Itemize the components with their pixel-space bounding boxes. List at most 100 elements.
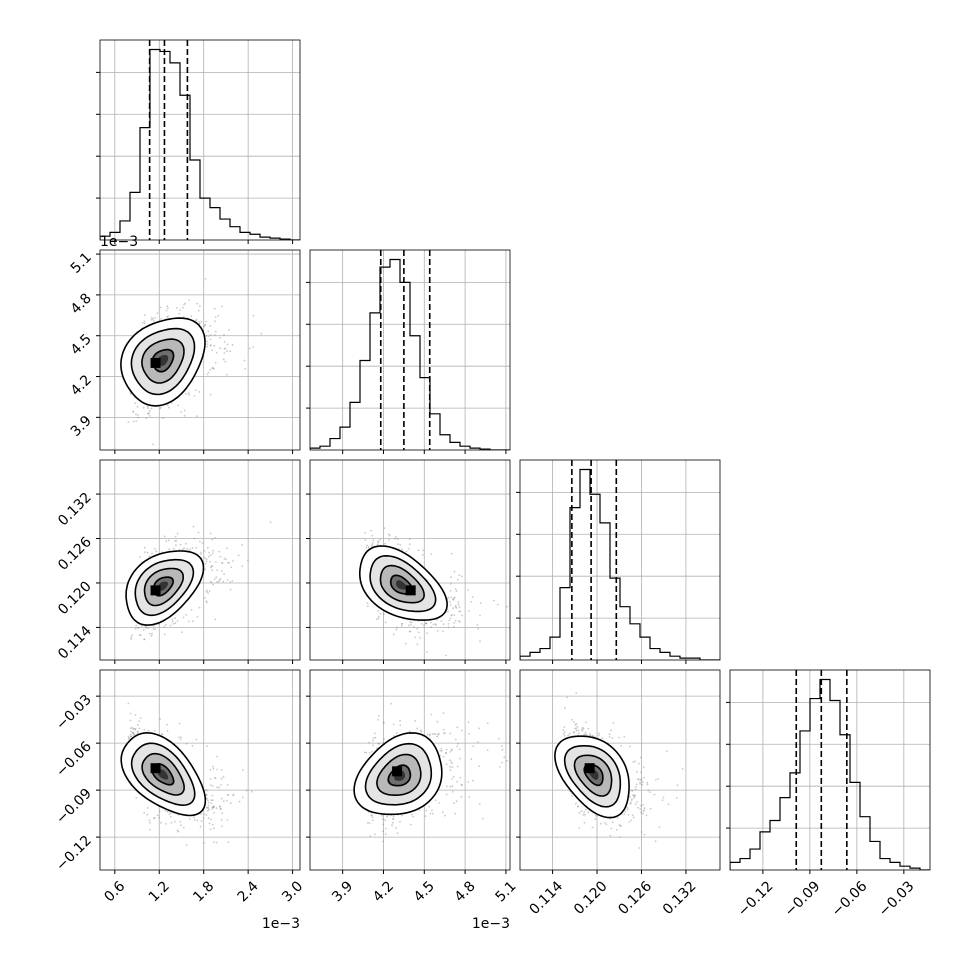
scatter-point (209, 338, 212, 341)
scatter-point (204, 568, 206, 571)
scatter-point (450, 596, 453, 599)
x-tick-label: 4.5 (411, 878, 438, 905)
scatter-point (445, 654, 447, 657)
scatter-point (136, 405, 139, 408)
scatter-point (458, 620, 460, 622)
scatter-point (453, 570, 456, 573)
scatter-point (575, 802, 577, 805)
scatter-point (392, 723, 395, 726)
scatter-point (148, 555, 151, 557)
scatter-point (175, 307, 178, 309)
scatter-point (219, 808, 222, 811)
scatter-point (241, 544, 243, 546)
scatter-point (129, 733, 132, 736)
scatter-point (159, 407, 162, 410)
scatter-point (396, 543, 399, 545)
scatter-point (211, 367, 214, 370)
axes-frame (729, 669, 931, 871)
scatter-point (224, 558, 227, 561)
scatter-point (454, 738, 457, 741)
contour-line (573, 754, 613, 797)
contour-line (563, 745, 622, 808)
scatter-point (642, 810, 645, 812)
scatter-point (642, 812, 644, 815)
scatter-point (165, 623, 167, 626)
scatter-point (399, 820, 401, 823)
scatter-point (409, 630, 412, 633)
scatter-point (211, 808, 214, 810)
scatter-point (152, 320, 155, 322)
scatter-point (633, 794, 636, 797)
scatter-point (461, 729, 463, 732)
scatter-point (146, 807, 149, 809)
scatter-point (210, 818, 212, 821)
scatter-point (181, 548, 184, 551)
scatter-point (214, 334, 216, 336)
scatter-point (447, 596, 450, 599)
scatter-point (442, 728, 445, 731)
scatter-point (132, 731, 135, 734)
scatter-point (205, 320, 208, 323)
scatter-panel-1-3 (310, 670, 510, 870)
scatter-point (183, 303, 185, 306)
scatter-point (442, 755, 445, 758)
contour-line (359, 545, 448, 621)
scatter-point (452, 599, 455, 601)
contour-line (387, 764, 412, 787)
scatter-point (429, 812, 432, 815)
scatter-point (429, 733, 431, 736)
scatter-point (223, 348, 226, 350)
scatter-point (582, 727, 585, 730)
scatter-point (585, 733, 588, 736)
scatter-point (400, 625, 403, 627)
scatter-point (152, 318, 155, 320)
scatter-point (206, 373, 209, 376)
scatter-point (583, 811, 586, 813)
scatter-point (372, 539, 375, 542)
scatter-point (626, 808, 629, 811)
scatter-point (632, 794, 634, 796)
scatter-point (229, 588, 232, 591)
histogram-step (730, 678, 930, 870)
scatter-point (174, 540, 176, 542)
contour-line (125, 550, 205, 626)
scatter-point (133, 733, 135, 735)
scatter-point (384, 833, 387, 836)
scatter-point (211, 349, 214, 352)
scatter-point (213, 811, 215, 814)
scatter-point (634, 803, 637, 805)
scatter-point (433, 733, 436, 735)
scatter-point (460, 784, 463, 787)
scatter-point (227, 794, 229, 796)
scatter-point (209, 560, 212, 563)
scatter-point (176, 532, 179, 535)
scatter-point (392, 633, 395, 636)
scatter-point (478, 765, 480, 768)
scatter-point (498, 737, 500, 740)
scatter-point (642, 766, 645, 768)
scatter-point (377, 714, 380, 717)
scatter-point (476, 624, 479, 626)
scatter-point (193, 537, 196, 540)
scatter-point (217, 314, 220, 317)
scatter-point (365, 546, 368, 549)
scatter-point (628, 821, 631, 823)
scatter-point (168, 813, 171, 815)
axes-frame (99, 39, 301, 241)
scatter-point (195, 389, 197, 391)
scatter-point (562, 728, 565, 731)
scatter-point (456, 765, 459, 768)
scatter-point (620, 825, 622, 827)
scatter-point (458, 610, 460, 613)
scatter-point (458, 574, 461, 577)
scatter-point (205, 788, 207, 791)
scatter-point (619, 824, 622, 827)
scatter-point (183, 547, 185, 550)
scatter-point (211, 823, 214, 826)
scatter-point (578, 812, 581, 814)
scatter-point (209, 778, 212, 780)
scatter-point (458, 621, 461, 623)
scatter-point (138, 727, 141, 730)
scatter-point (159, 718, 162, 720)
contour-line (379, 564, 425, 604)
